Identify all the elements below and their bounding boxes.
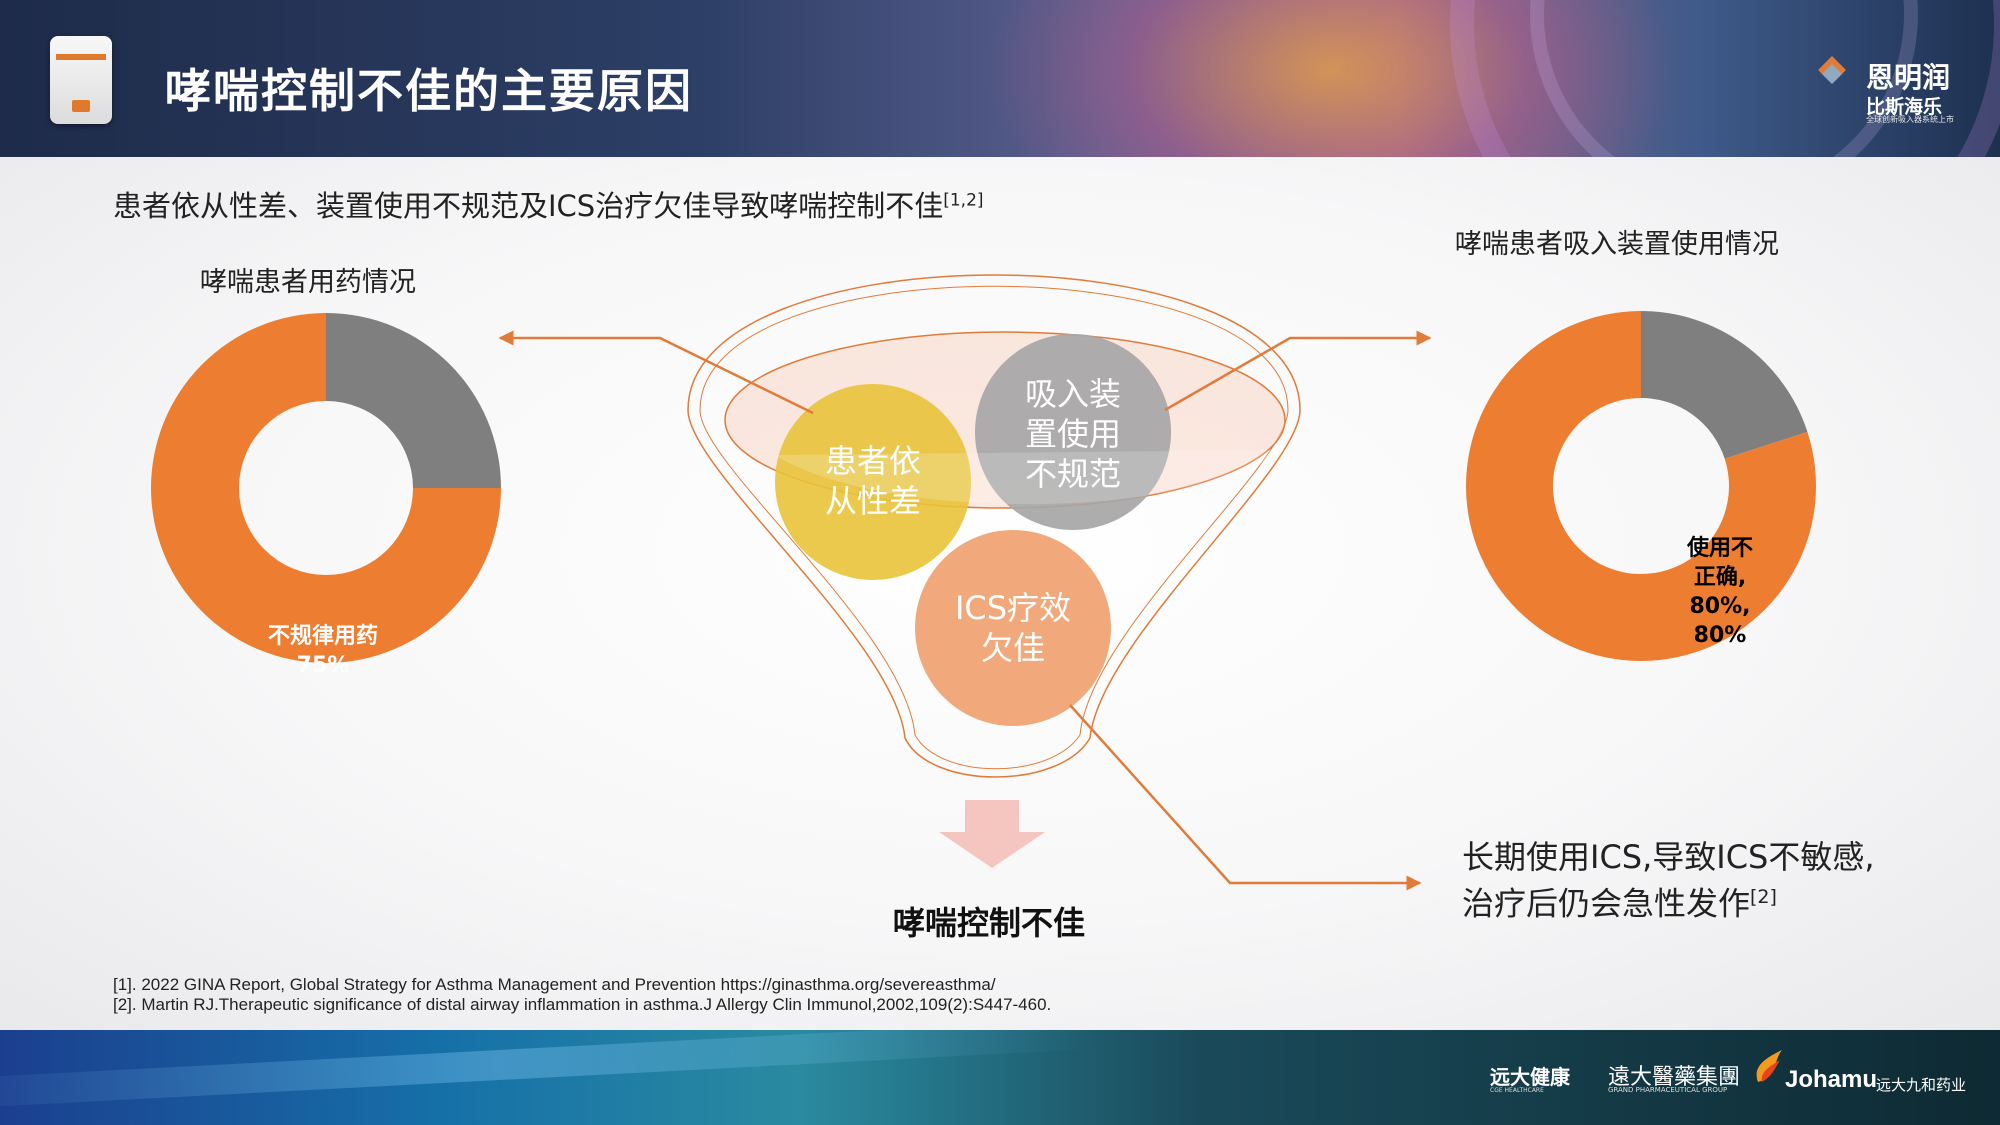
johamu-flame-icon [1756,1050,1782,1082]
funnel-inner-outline [699,285,1289,770]
ics-callout: 长期使用ICS,导致ICS不敏感, 治疗后仍会急性发作[2] [1462,837,1875,924]
footer-logo-grand: 遠大醫藥集團 [1608,1065,1741,1090]
product-inhaler-image [50,36,112,124]
circle-device-label: 吸入装 置使用 不规范 [1024,375,1121,493]
funnel-outline [687,274,1301,778]
page-title: 哮喘控制不佳的主要原因 [165,64,693,118]
circle-ics-label: ICS疗效 欠佳 [954,589,1072,667]
donut-slice-other [1641,311,1808,459]
donut-slice-primary [151,313,501,663]
donut-slice-primary [1466,311,1816,661]
brand-tagline: 全球创新吸入器系统上市 [1866,115,1954,124]
brand-subname: 比斯海乐 [1866,96,1943,118]
donut-chart-left [151,313,501,663]
footer-logo-johamu: Johamu [1785,1066,1878,1093]
right-chart-title: 哮喘患者吸入装置使用情况 [1455,229,1779,260]
brand-name: 恩明润 [1866,61,1951,94]
callout-ref: [2] [1750,886,1777,908]
circle-device [975,334,1171,530]
left-chart-title: 哮喘患者用药情况 [200,267,416,298]
circle-ics [915,530,1111,726]
arrow-to-left-chart [498,330,814,415]
donut-chart-right [1466,311,1816,661]
reference-2: [2]. Martin RJ.Therapeutic significance … [113,995,1052,1014]
circle-adherence-label: 患者依 从性差 [824,442,921,520]
down-arrow-icon [939,800,1045,868]
result-label: 哮喘控制不佳 [893,904,1086,942]
footer-logo-cge-sub: CGE HEALTHCARE [1490,1087,1544,1094]
footer-logo-johamu-sub: 远大九和药业 [1876,1076,1967,1094]
footer-logo-grand-sub: GRAND PHARMACEUTICAL GROUP [1608,1086,1728,1094]
right-donut-data-label: 使用不 正确, 80%, 80% [1686,536,1753,648]
left-donut-data-label: 不规律用药 75% [267,624,378,678]
reference-1: [1]. 2022 GINA Report, Global Strategy f… [113,975,996,994]
callout-line-1: 长期使用ICS,导致ICS不敏感, [1462,838,1875,876]
subtitle-ref: [1,2] [943,190,984,211]
references: [1]. 2022 GINA Report, Global Strategy f… [113,975,1051,1015]
footer-banner [0,1030,2000,1125]
arrow-to-callout [1069,704,1422,891]
footer-logo-cge: 远大健康 [1490,1065,1570,1089]
header-banner [0,0,2000,157]
brand-diamond-icon [1818,56,1846,84]
slide-subtitle: 患者依从性差、装置使用不规范及ICS治疗欠佳导致哮喘控制不佳[1,2] [113,189,984,223]
callout-line-2: 治疗后仍会急性发作[2] [1462,884,1777,923]
arrow-to-right-chart [1164,330,1432,412]
circle-adherence [775,384,971,580]
donut-slice-other [326,313,501,488]
